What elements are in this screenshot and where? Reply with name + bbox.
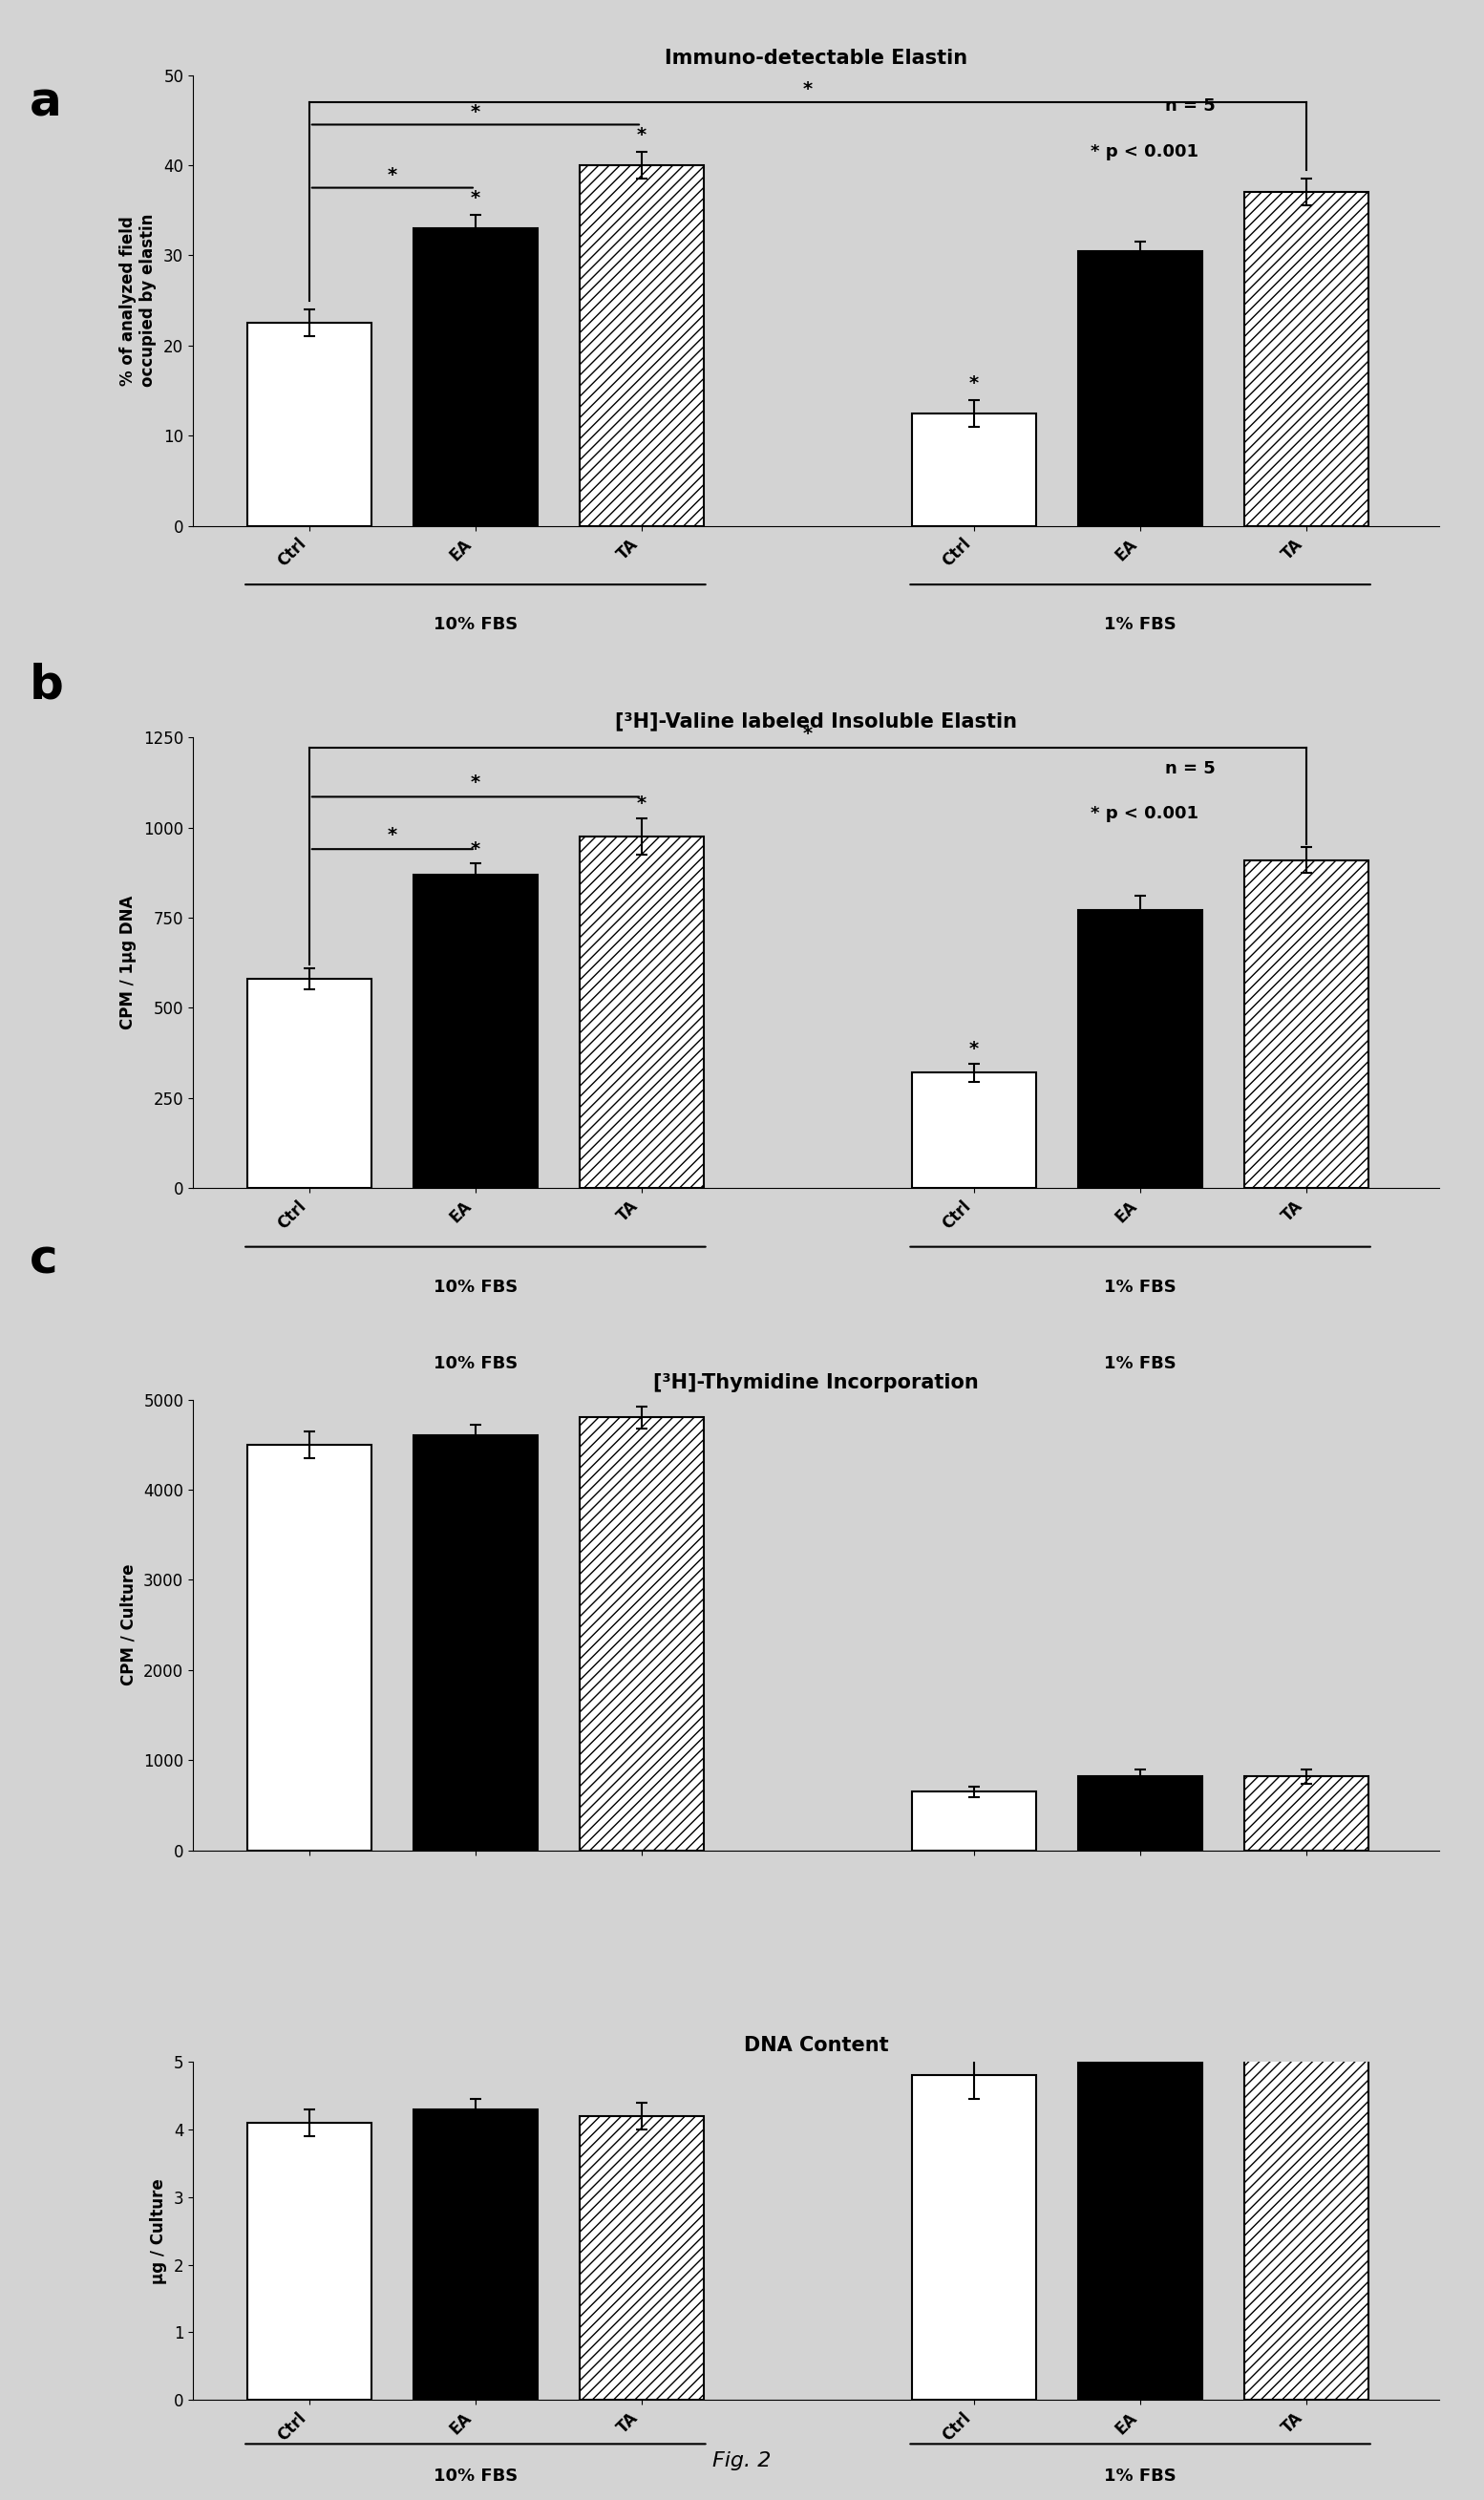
Text: n = 5: n = 5 <box>1165 98 1215 115</box>
Bar <box>579 1418 703 1850</box>
Title: [³H]-Thymidine Incorporation: [³H]-Thymidine Incorporation <box>653 1373 979 1392</box>
Text: * p < 0.001: * p < 0.001 <box>1091 805 1199 822</box>
Text: 1% FBS: 1% FBS <box>1104 615 1177 632</box>
Text: *: * <box>637 128 647 145</box>
Bar <box>1077 1777 1202 1850</box>
Text: *: * <box>803 725 813 742</box>
Title: DNA Content: DNA Content <box>743 2035 889 2055</box>
Text: *: * <box>387 825 398 842</box>
Bar <box>246 2122 371 2400</box>
Bar <box>246 322 371 525</box>
Text: 1% FBS: 1% FBS <box>1104 1278 1177 1295</box>
Text: *: * <box>803 80 813 97</box>
Y-axis label: CPM / 1µg DNA: CPM / 1µg DNA <box>120 895 137 1030</box>
Text: *: * <box>470 102 481 120</box>
Text: 10% FBS: 10% FBS <box>433 2468 518 2485</box>
Y-axis label: % of analyzed field
occupied by elastin: % of analyzed field occupied by elastin <box>120 215 157 388</box>
Text: *: * <box>969 1040 979 1058</box>
Title: Immuno-detectable Elastin: Immuno-detectable Elastin <box>665 50 968 67</box>
Text: 10% FBS: 10% FBS <box>433 615 518 632</box>
Bar <box>911 2075 1036 2400</box>
Bar <box>413 2110 537 2400</box>
Bar <box>911 1072 1036 1188</box>
Text: 10% FBS: 10% FBS <box>433 1278 518 1295</box>
Y-axis label: µg / Culture: µg / Culture <box>150 2177 166 2285</box>
Bar <box>1077 910 1202 1188</box>
Bar <box>413 228 537 525</box>
Bar <box>579 838 703 1188</box>
Text: b: b <box>30 662 64 707</box>
Bar <box>1244 192 1368 525</box>
Bar <box>246 1445 371 1850</box>
Text: *: * <box>470 190 481 208</box>
Bar <box>1244 1777 1368 1850</box>
Bar <box>1244 2042 1368 2400</box>
Bar <box>413 1435 537 1850</box>
Text: a: a <box>30 80 62 125</box>
Text: c: c <box>30 1238 58 1282</box>
Bar <box>413 875 537 1188</box>
Text: *: * <box>637 795 647 812</box>
Text: *: * <box>470 772 481 792</box>
Bar <box>911 1792 1036 1850</box>
Text: *: * <box>969 375 979 392</box>
Bar <box>1077 2062 1202 2400</box>
Text: 10% FBS: 10% FBS <box>433 1355 518 1373</box>
Bar <box>1077 250 1202 525</box>
Bar <box>579 2115 703 2400</box>
Bar <box>246 980 371 1188</box>
Text: *: * <box>387 165 398 185</box>
Title: [³H]-Valine labeled Insoluble Elastin: [³H]-Valine labeled Insoluble Elastin <box>616 712 1017 730</box>
Bar <box>1244 860 1368 1188</box>
Text: Fig. 2: Fig. 2 <box>712 2450 772 2470</box>
Y-axis label: CPM / Culture: CPM / Culture <box>120 1565 137 1685</box>
Text: *: * <box>470 840 481 858</box>
Text: n = 5: n = 5 <box>1165 760 1215 778</box>
Bar <box>911 412 1036 525</box>
Text: * p < 0.001: * p < 0.001 <box>1091 142 1199 160</box>
Text: 1% FBS: 1% FBS <box>1104 1355 1177 1373</box>
Bar <box>579 165 703 525</box>
Text: 1% FBS: 1% FBS <box>1104 2468 1177 2485</box>
